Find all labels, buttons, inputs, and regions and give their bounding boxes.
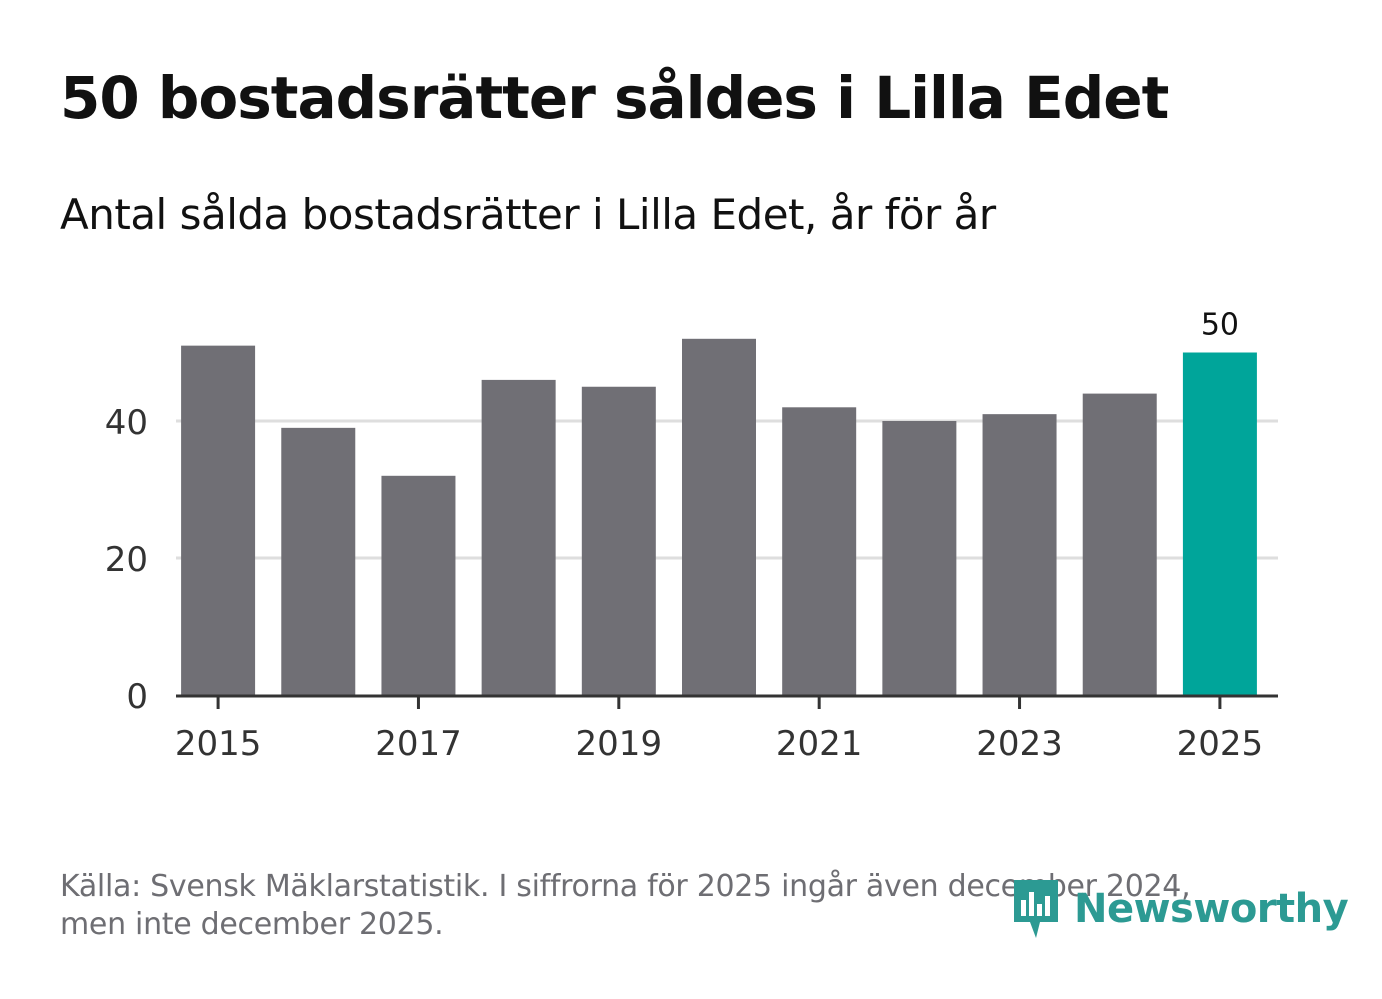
source-line-2: men inte december 2025. <box>60 907 444 942</box>
bar-2017 <box>381 475 456 695</box>
y-tick-label: 0 <box>126 677 148 717</box>
highlight-value-label: 50 <box>1201 308 1239 343</box>
y-tick-label: 20 <box>105 540 148 580</box>
bar-2024 <box>1082 393 1157 695</box>
logo-text: Newsworthy <box>1074 886 1349 932</box>
bar-2021 <box>782 407 857 695</box>
x-tick-label: 2023 <box>976 724 1063 764</box>
labels: 0 20 40 50 2015 2017 2019 2021 2023 2025 <box>105 308 1263 765</box>
x-tick-label: 2015 <box>175 724 262 764</box>
bar-2018 <box>481 379 556 695</box>
bar-2022 <box>882 421 957 695</box>
x-tick-label: 2021 <box>776 724 863 764</box>
bar-2015 <box>181 345 256 695</box>
bar-2016 <box>281 427 356 695</box>
newsworthy-logo-icon <box>1014 880 1058 938</box>
source-note: Källa: Svensk Mäklarstatistik. I siffror… <box>60 868 1320 944</box>
source-line-1: Källa: Svensk Mäklarstatistik. I siffror… <box>60 869 1191 904</box>
y-tick-label: 40 <box>105 403 148 443</box>
x-tick-label: 2025 <box>1177 724 1264 764</box>
bar-2020 <box>682 338 756 695</box>
bar-2023 <box>982 414 1057 695</box>
bars <box>181 338 1257 695</box>
newsworthy-logo: Newsworthy <box>1010 874 1349 944</box>
chart-title: 50 bostadsrätter såldes i Lilla Edet <box>60 64 1169 132</box>
axes <box>176 694 1278 709</box>
bar-2025 <box>1182 352 1257 695</box>
chart-subtitle: Antal sålda bostadsrätter i Lilla Edet, … <box>60 190 996 239</box>
x-tick-label: 2019 <box>576 724 663 764</box>
x-tick-label: 2017 <box>375 724 462 764</box>
bar-2019 <box>581 386 656 695</box>
